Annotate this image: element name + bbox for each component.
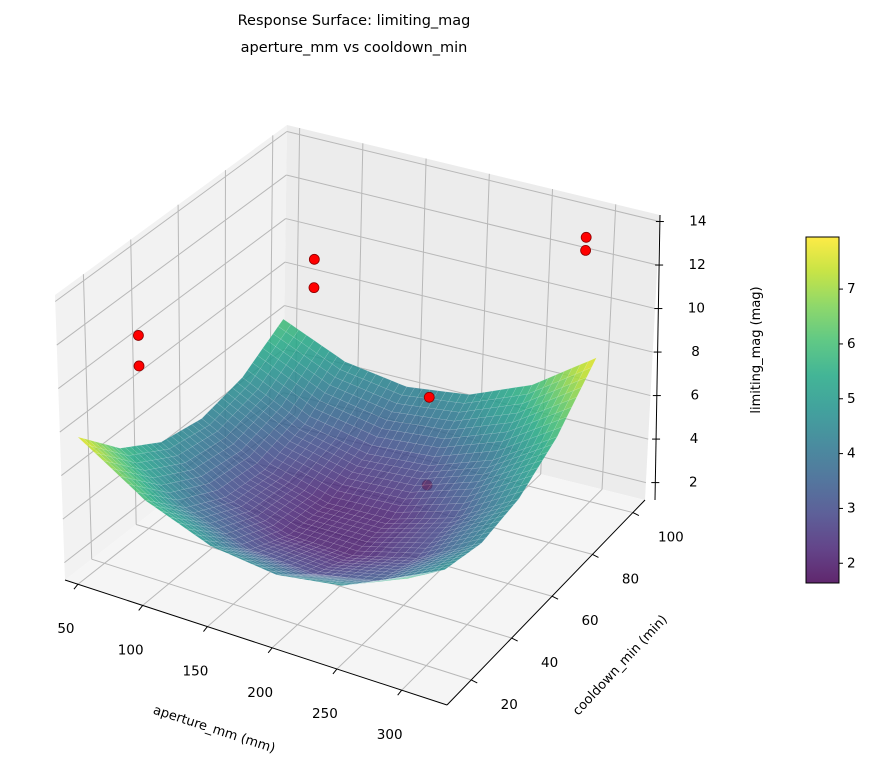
surface-patch: [404, 576, 418, 579]
gridline: [82, 274, 93, 560]
gridline: [54, 131, 288, 302]
scatter-point: [423, 391, 435, 403]
x-tick-label: 200: [247, 685, 273, 701]
z-tick-label: 14: [689, 214, 706, 230]
y-tick: [632, 512, 640, 516]
z-axis-label: limiting_mag (mag): [749, 286, 764, 413]
z-tick-label: 8: [691, 344, 700, 360]
surface-patch: [399, 577, 413, 580]
x-tick: [397, 689, 403, 696]
surface-patch: [534, 451, 549, 464]
axes: 50 100 150 200 250 300 20 40 60 80 100 2 4 6 8 10 12 14: [57, 214, 706, 744]
surface-patch: [505, 498, 520, 508]
x-tick: [138, 605, 144, 611]
x-tick-label: 250: [312, 706, 338, 722]
scatter-point: [580, 231, 592, 243]
y-axis-line: [446, 499, 646, 706]
y-tick-label: 60: [581, 613, 598, 629]
x-tick: [267, 647, 273, 654]
x-tick: [203, 626, 208, 632]
scatter-point: [308, 282, 320, 294]
z-axis-line: [654, 214, 661, 501]
y-tick-label: 100: [658, 530, 684, 546]
y-tick-label: 80: [622, 571, 639, 587]
surface-patch: [500, 503, 515, 513]
colorbar-tick-label: 5: [847, 391, 856, 407]
surface-patch: [568, 386, 583, 401]
gridline: [91, 558, 472, 681]
gridline: [286, 131, 660, 223]
scatter-point: [308, 253, 320, 265]
surface-patch: [459, 549, 473, 556]
x-axis-label: aperture_mm (mm): [151, 703, 277, 757]
y-tick-label: 40: [541, 655, 558, 671]
surface-patch: [450, 556, 464, 562]
scatter-point: [133, 360, 145, 372]
y-tick-label: 20: [501, 697, 518, 713]
x-tick-label: 50: [57, 621, 74, 637]
y-tick: [511, 637, 518, 642]
x-tick-label: 300: [377, 727, 403, 743]
colorbar-bar: [805, 236, 840, 584]
surface-patch: [529, 459, 544, 471]
surface-patch: [496, 509, 511, 519]
surface-patch: [463, 546, 478, 552]
y-tick: [471, 679, 478, 684]
gridline: [285, 218, 656, 310]
colorbar-tick-label: 2: [847, 555, 856, 571]
gridline: [284, 305, 651, 397]
surface-patch: [510, 490, 525, 502]
gridline: [401, 488, 603, 691]
x-tick: [332, 668, 338, 675]
chart-subtitle: aperture_mm vs cooldown_min: [240, 40, 468, 56]
gridline: [601, 204, 617, 490]
gridline: [284, 261, 653, 353]
colorbar: 2 3 4 5 6 7: [805, 236, 856, 584]
colorbar-tick-label: 3: [847, 500, 856, 516]
surface-patch: [563, 396, 578, 411]
plot-scene: [77, 231, 597, 586]
z-tick-label: 12: [689, 257, 706, 273]
chart-title: Response Surface: limiting_mag: [237, 13, 471, 29]
z-tick-label: 2: [689, 475, 698, 491]
gridline: [286, 174, 658, 266]
z-tick-label: 10: [688, 301, 705, 317]
gridline: [56, 174, 287, 346]
scatter-point: [133, 330, 144, 341]
surface-patch: [558, 406, 573, 421]
gridline: [59, 261, 286, 433]
colorbar-tick-label: 4: [847, 446, 856, 462]
colorbar-tick-label: 7: [847, 281, 856, 297]
z-tick-label: 4: [690, 431, 699, 447]
y-tick: [592, 553, 599, 558]
surface-patch: [538, 444, 553, 456]
gridline: [57, 218, 286, 389]
z-tick-label: 6: [691, 388, 700, 404]
y-tick: [551, 595, 559, 600]
x-tick-label: 150: [183, 664, 209, 680]
scatter-point: [580, 245, 592, 256]
surface-patch: [418, 572, 431, 576]
x-axis-line: [64, 579, 448, 706]
x-tick-label: 100: [118, 642, 144, 658]
surface-patch: [553, 416, 568, 431]
surface-patch: [468, 542, 482, 549]
x-tick: [73, 583, 79, 590]
colorbar-tick-label: 6: [847, 336, 856, 352]
